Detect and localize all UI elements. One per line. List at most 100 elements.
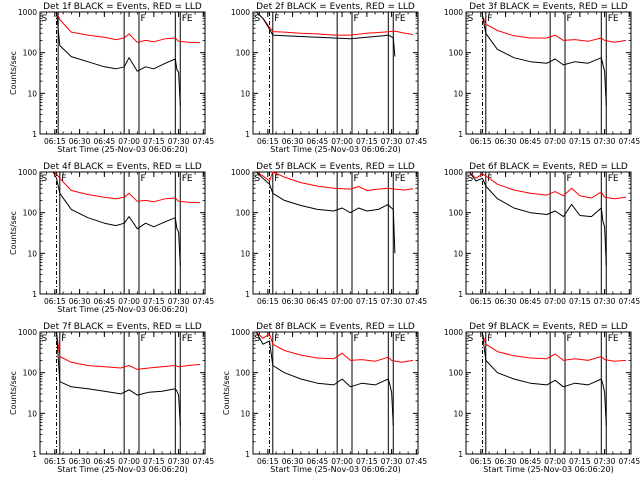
panel-det-7: Det 7f BLACK = Events, RED = LLD 1 10 100 10… [9, 322, 214, 474]
y-tick-label: 10 [27, 249, 37, 258]
panel-title: Det 1f BLACK = Events, RED = LLD [43, 2, 202, 12]
x-tick-label: 06:15 [257, 297, 279, 306]
panel-title: Det 4f BLACK = Events, RED = LLD [43, 162, 202, 172]
event-marker-label: F [487, 334, 492, 344]
y-axis-label: Counts/sec [9, 211, 18, 255]
y-tick-label: 100 [449, 369, 464, 378]
lld-rate-line [255, 331, 414, 363]
x-axis-label: Start Time (25-Nov-03 06:06:20) [270, 465, 400, 474]
events-rate-line [52, 171, 181, 266]
x-tick-label: 06:15 [470, 137, 492, 146]
lld-rate-line [56, 11, 201, 44]
lld-rate-line [482, 333, 627, 362]
y-tick-label: 10 [453, 409, 463, 418]
x-tick-label: 07:15 [569, 137, 591, 146]
event-marker-label: F [567, 334, 572, 344]
event-marker-label: FE [395, 334, 406, 344]
event-marker-label: S [255, 174, 261, 184]
x-tick-label: 07:30 [168, 457, 190, 466]
x-tick-label: 07:45 [619, 457, 640, 466]
x-tick-label: 07:45 [193, 297, 215, 306]
panel-det-6: Det 6f BLACK = Events, RED = LLD 1 10 100 10… [444, 162, 640, 306]
x-tick-label: 07:45 [619, 137, 640, 146]
y-tick-label: 1 [32, 450, 37, 459]
panel-title: Det 8f BLACK = Events, RED = LLD [256, 322, 415, 332]
y-tick-label: 1000 [231, 328, 250, 337]
event-marker-label: F [61, 174, 66, 184]
y-tick-label: 100 [236, 49, 251, 58]
event-marker-label: S [42, 334, 48, 344]
event-marker-label: F [567, 174, 572, 184]
event-marker-label: F [354, 174, 359, 184]
event-marker-label: F [487, 14, 492, 24]
x-tick-label: 07:30 [168, 137, 190, 146]
event-marker-label: S [255, 334, 261, 344]
x-tick-label: 07:15 [356, 297, 378, 306]
x-tick-label: 07:00 [544, 137, 566, 146]
y-tick-label: 1 [245, 130, 250, 139]
event-marker-label: FE [182, 334, 193, 344]
y-axis-label: Counts/sec [222, 371, 231, 415]
x-axis-label: Start Time (25-Nov-03 06:06:20) [57, 145, 187, 154]
x-tick-label: 07:15 [569, 457, 591, 466]
event-marker-label: S [468, 14, 474, 24]
x-tick-label: 06:15 [257, 137, 279, 146]
x-tick-label: 07:00 [544, 297, 566, 306]
event-marker-label: F [61, 334, 66, 344]
y-tick-label: 100 [449, 49, 464, 58]
x-tick-label: 07:00 [118, 297, 140, 306]
event-marker-label: F [274, 14, 279, 24]
event-marker-label: S [468, 174, 474, 184]
x-tick-label: 07:30 [594, 137, 616, 146]
y-tick-label: 1000 [231, 168, 250, 177]
x-tick-label: 07:45 [619, 297, 640, 306]
x-tick-label: 06:30 [495, 457, 517, 466]
y-tick-label: 1000 [444, 8, 463, 17]
x-tick-label: 06:30 [495, 137, 517, 146]
events-rate-line [255, 331, 394, 426]
x-tick-label: 07:30 [594, 457, 616, 466]
event-marker-label: FE [182, 14, 193, 24]
x-tick-label: 06:30 [69, 297, 91, 306]
x-tick-label: 07:00 [331, 137, 353, 146]
event-marker-label: S [255, 14, 261, 24]
event-marker-label: FE [395, 14, 406, 24]
event-marker-label: FE [608, 174, 619, 184]
x-axis-label: Start Time (25-Nov-03 06:06:20) [57, 465, 187, 474]
y-tick-label: 10 [240, 409, 250, 418]
y-tick-label: 1 [32, 130, 37, 139]
x-tick-label: 07:45 [193, 137, 215, 146]
x-tick-label: 06:45 [94, 297, 116, 306]
event-marker-label: S [468, 334, 474, 344]
panel-title: Det 9f BLACK = Events, RED = LLD [469, 322, 628, 332]
event-marker-label: S [42, 14, 48, 24]
event-marker-label: FE [608, 14, 619, 24]
x-tick-label: 06:15 [44, 137, 66, 146]
x-axis-label: Start Time (25-Nov-03 06:06:20) [57, 305, 187, 314]
x-tick-label: 07:45 [406, 297, 428, 306]
panel-det-5: Det 5f BLACK = Events, RED = LLD 1 10 100 10… [231, 162, 427, 306]
y-tick-label: 1 [458, 450, 463, 459]
lld-rate-line [56, 331, 201, 370]
y-axis-label: Counts/sec [9, 51, 18, 95]
x-tick-label: 06:45 [94, 137, 116, 146]
x-tick-label: 07:00 [331, 297, 353, 306]
x-tick-label: 06:15 [470, 297, 492, 306]
panel-det-9: Det 9f BLACK = Events, RED = LLD 1 10 100 10… [444, 322, 640, 474]
panel-title: Det 2f BLACK = Events, RED = LLD [256, 2, 415, 12]
y-tick-label: 1000 [231, 8, 250, 17]
y-tick-label: 1000 [18, 168, 37, 177]
x-tick-label: 06:45 [520, 137, 542, 146]
x-tick-label: 07:15 [356, 137, 378, 146]
x-tick-label: 06:30 [495, 297, 517, 306]
lld-rate-line [255, 11, 414, 36]
event-marker-label: F [354, 334, 359, 344]
x-tick-label: 06:45 [94, 457, 116, 466]
event-marker-label: FE [395, 174, 406, 184]
event-marker-label: F [141, 14, 146, 24]
x-tick-label: 07:15 [143, 297, 165, 306]
y-tick-label: 1000 [18, 8, 37, 17]
x-tick-label: 06:30 [69, 457, 91, 466]
event-marker-label: F [274, 334, 279, 344]
x-tick-label: 07:30 [381, 137, 403, 146]
